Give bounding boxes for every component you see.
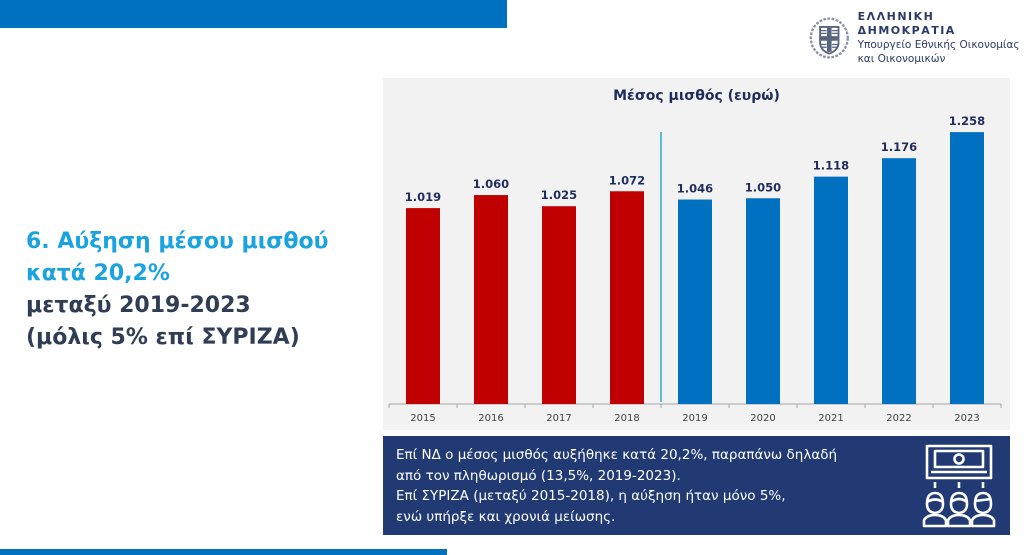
data-label-2022: 1.176 — [881, 140, 917, 154]
x-tick-label-2018: 2018 — [614, 413, 639, 424]
x-tick-label-2019: 2019 — [682, 413, 707, 424]
data-label-2023: 1.258 — [949, 114, 985, 128]
info-line4: ενώ υπήρξε και χρονιά μείωσης. — [396, 508, 616, 525]
headline-line4: (μόλις 5% επί ΣΥΡΙΖΑ) — [26, 325, 300, 350]
x-tick-label-2015: 2015 — [410, 413, 435, 424]
x-tick-label-2023: 2023 — [954, 413, 979, 424]
org-title: ΕΛΛΗΝΙΚΗ ΔΗΜΟΚΡΑΤΙΑ — [857, 10, 956, 37]
ministry-logo: ΕΛΛΗΝΙΚΗ ΔΗΜΟΚΡΑΤΙΑ Υπουργείο Εθνικής Οι… — [809, 10, 1024, 66]
ministry-name-line1: Υπουργείο Εθνικής Οικονομίας — [857, 39, 1020, 51]
bottom-accent-bar — [0, 549, 447, 555]
info-text: Επί ΝΔ ο μέσος μισθός αυξήθηκε κατά 20,2… — [396, 445, 837, 527]
bar-2018 — [610, 191, 644, 404]
bar-2017 — [542, 206, 576, 404]
data-label-2015: 1.019 — [405, 190, 441, 204]
x-tick-label-2017: 2017 — [546, 413, 571, 424]
top-accent-bar — [0, 0, 507, 28]
data-label-2016: 1.060 — [473, 177, 509, 191]
data-label-2018: 1.072 — [609, 173, 645, 187]
headline-line1: 6. Αύξηση μέσου μισθού — [26, 229, 329, 254]
ministry-name-line2: και Οικονομικών — [857, 53, 946, 65]
x-tick-label-2016: 2016 — [478, 413, 503, 424]
info-box: Επί ΝΔ ο μέσος μισθός αυξήθηκε κατά 20,2… — [383, 436, 1010, 535]
headline-line3: μεταξύ 2019-2023 — [26, 293, 251, 318]
bar-2021 — [814, 176, 848, 404]
x-tick-label-2020: 2020 — [750, 413, 775, 424]
bar-2019 — [678, 199, 712, 404]
bar-chart: 1.019 2015 1.060 2016 1.025 2017 1.072 2018 1.04… — [388, 114, 1002, 424]
bar-2022 — [882, 158, 916, 404]
x-tick-label-2021: 2021 — [818, 413, 843, 424]
data-label-2020: 1.050 — [745, 180, 781, 194]
data-label-2021: 1.118 — [813, 159, 849, 173]
x-tick-label-2022: 2022 — [886, 413, 911, 424]
data-label-2019: 1.046 — [677, 182, 713, 196]
bar-2023 — [950, 132, 984, 405]
chart-panel: Μέσος μισθός (ευρώ) 1.019 2015 1.060 2016 1.… — [383, 78, 1010, 430]
headline-line2: κατά 20,2% — [26, 261, 170, 286]
data-label-2017: 1.025 — [541, 188, 577, 202]
bar-2015 — [406, 208, 440, 404]
bar-2016 — [474, 195, 508, 404]
info-line2: από τον πληθωρισμό (13,5%, 2019-2023). — [396, 467, 681, 484]
salary-people-icon — [922, 444, 996, 528]
bar-2020 — [746, 198, 780, 404]
info-line1: Επί ΝΔ ο μέσος μισθός αυξήθηκε κατά 20,2… — [396, 447, 838, 463]
chart-title: Μέσος μισθός (ευρώ) — [613, 88, 780, 104]
greek-coat-of-arms-icon — [809, 17, 849, 59]
info-line3: Επί ΣΥΡΙΖΑ (μεταξύ 2015-2018), η αύξηση … — [396, 488, 786, 504]
headline: 6. Αύξηση μέσου μισθού κατά 20,2% μεταξύ… — [26, 226, 329, 354]
